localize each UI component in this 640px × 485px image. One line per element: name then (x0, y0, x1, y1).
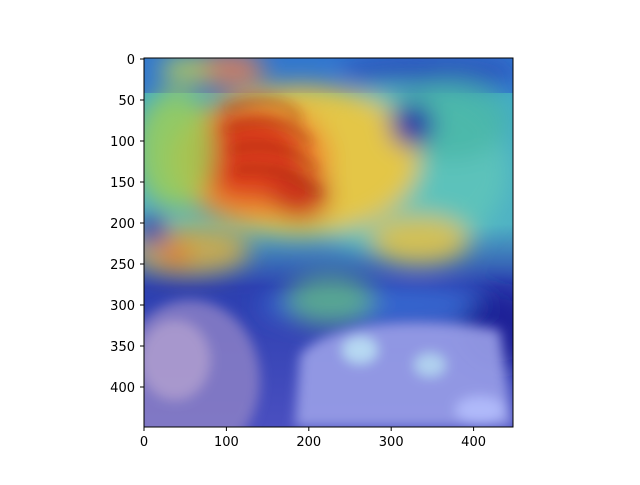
heatmap-image (144, 58, 513, 427)
axes-frame (143, 57, 514, 428)
y-tick-label: 100 (110, 135, 135, 150)
x-axis: 0 100 200 300 400 (140, 427, 486, 450)
x-tick-label: 0 (140, 435, 148, 450)
y-tick-label: 400 (110, 381, 135, 396)
y-tick-label: 350 (110, 340, 135, 355)
x-tick-label: 400 (461, 435, 486, 450)
y-axis: 0 50 100 150 200 250 300 350 400 (110, 53, 144, 396)
x-tick-label: 300 (379, 435, 404, 450)
y-tick-label: 0 (127, 53, 135, 68)
y-tick-label: 50 (118, 94, 135, 109)
y-tick-label: 150 (110, 176, 135, 191)
y-tick-label: 250 (110, 258, 135, 273)
y-tick-label: 300 (110, 299, 135, 314)
y-tick-label: 200 (110, 217, 135, 232)
x-tick-label: 100 (214, 435, 239, 450)
x-tick-label: 200 (296, 435, 321, 450)
